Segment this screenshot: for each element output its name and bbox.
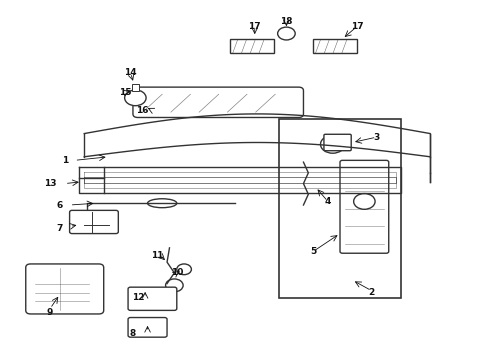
Text: 13: 13 — [44, 179, 56, 188]
Text: 1: 1 — [62, 156, 68, 165]
Text: 5: 5 — [310, 247, 317, 256]
Text: 18: 18 — [280, 17, 293, 26]
Text: 17: 17 — [248, 22, 261, 31]
FancyBboxPatch shape — [26, 264, 104, 314]
Bar — [313, 39, 357, 53]
Text: 10: 10 — [171, 268, 183, 277]
Text: 7: 7 — [57, 224, 63, 233]
Circle shape — [320, 135, 345, 153]
Text: 17: 17 — [351, 22, 364, 31]
Text: 3: 3 — [373, 132, 380, 141]
Text: 14: 14 — [124, 68, 137, 77]
Text: 8: 8 — [130, 329, 136, 338]
Bar — [279, 119, 401, 298]
FancyBboxPatch shape — [70, 210, 118, 234]
Text: 2: 2 — [368, 288, 375, 297]
Bar — [230, 39, 274, 53]
FancyBboxPatch shape — [340, 160, 389, 253]
Circle shape — [166, 279, 183, 292]
FancyBboxPatch shape — [128, 318, 167, 337]
FancyBboxPatch shape — [128, 287, 177, 310]
Text: 9: 9 — [47, 308, 53, 317]
Text: 12: 12 — [131, 293, 144, 302]
Text: 16: 16 — [136, 106, 149, 115]
Text: 15: 15 — [120, 88, 132, 97]
Bar — [132, 84, 139, 91]
Text: 11: 11 — [151, 251, 164, 260]
FancyBboxPatch shape — [324, 134, 351, 151]
Text: 4: 4 — [325, 197, 331, 206]
FancyBboxPatch shape — [133, 87, 303, 117]
Circle shape — [177, 264, 192, 275]
Circle shape — [124, 90, 146, 106]
Text: 6: 6 — [57, 201, 63, 210]
Circle shape — [278, 27, 295, 40]
Ellipse shape — [147, 199, 177, 208]
Circle shape — [354, 194, 375, 209]
